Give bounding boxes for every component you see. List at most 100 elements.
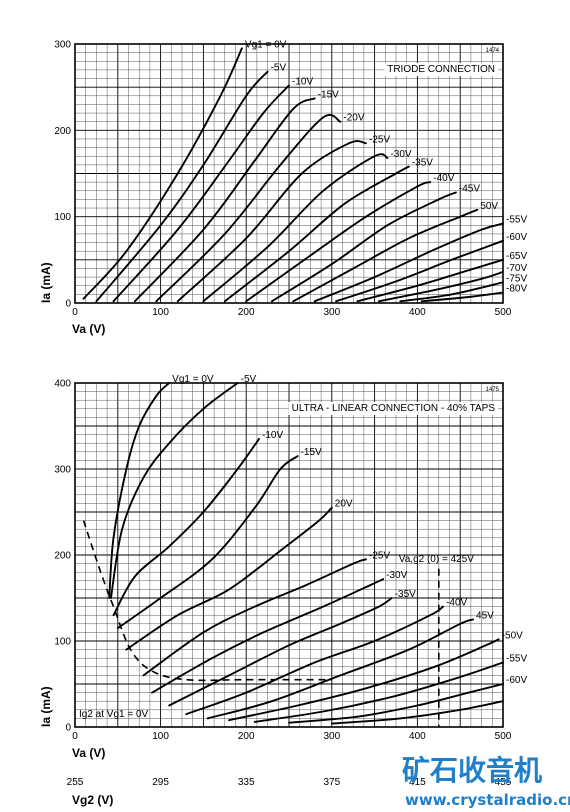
y-tick-label: 300 [54,40,71,51]
series-label: -35V [395,589,416,600]
series-curve [206,618,474,720]
watermark-title: 矿石收音机 [402,754,542,787]
x-tick-label: 400 [409,731,426,742]
x-tick-label: 100 [152,731,169,742]
x-axis-label: Va (V) [72,746,105,760]
series-label: Vg1 = 0V [245,39,287,50]
series-curve [82,47,243,300]
series-curve [313,222,504,303]
y-tick-label: 400 [54,379,71,390]
series-label: -30V [386,570,407,581]
series-curve [108,382,171,599]
x-tick-label: 400 [409,307,426,318]
chart-title: ULTRA - LINEAR CONNECTION - 40% TAPS [292,403,496,414]
title-background [288,402,499,415]
series-label: -5V [241,374,257,385]
series-label: -65V [506,251,527,262]
series-curve [330,700,504,725]
series-curve [228,638,500,722]
series-curve [399,281,504,303]
series-label: -60V [506,675,527,686]
y-tick-label: 100 [54,212,71,223]
series-curve [288,683,504,724]
series-curve [270,191,457,303]
x2-tick-label: 335 [238,777,255,788]
x-tick-label: 500 [495,307,512,318]
y-axis-label: Ia (mA) [39,262,53,303]
x-tick-label: 300 [323,731,340,742]
series-curve [110,382,239,599]
series-label: 50V [480,201,498,212]
triode-chart: 0 100 200 300 0 100 200 300 400 500 Ia (mA) Va (V) T… [39,39,527,336]
va-zero-label: Va,g2 (0) = 425V [399,554,474,565]
series-label: -30V [390,149,411,160]
series-curve [133,97,316,303]
ig2-annotation: Ig2 at Vg1 = 0V [79,709,149,720]
series-curve [142,558,367,677]
series-curve [356,258,504,303]
plot-frame [74,43,504,304]
series-curve [125,506,333,651]
series-curve [176,140,367,303]
series-label: -60V [506,232,527,243]
title-background [384,63,498,76]
x2-tick-label: 455 [495,777,512,788]
series-curve [185,605,445,716]
series-label: -25V [369,550,390,561]
series-label: -70V [506,263,527,274]
series-curve [116,455,299,630]
x-tick-label: 0 [72,731,78,742]
series-curve [202,153,389,303]
series-curve [253,661,504,723]
series-curve [335,239,504,303]
x-tick-label: 100 [152,307,169,318]
y-tick-label: 300 [54,465,71,476]
x-tick-label: 200 [238,307,255,318]
figure-ref: 1475 [486,387,500,393]
y-tick-label: 100 [54,637,71,648]
plot-frame [74,382,504,728]
series-curve [245,181,432,303]
series-label: -25V [369,134,390,145]
y-tick-label: 200 [54,551,71,562]
y-tick-label: 0 [65,299,71,310]
series-label: -20V [343,113,364,124]
x-tick-label: 300 [323,307,340,318]
series-label: Vg1 = 0V [172,374,214,385]
series-label: -35V [412,158,433,169]
chart-title: TRIODE CONNECTION [387,64,495,75]
x-axis-label: Va (V) [72,322,105,336]
watermark-url: www.crystalradio.cn [405,791,570,809]
x2-axis-label: Vg2 (V) [72,793,113,807]
series-label: -80V [506,284,527,295]
series-curve [95,70,269,303]
x-tick-label: 0 [72,307,78,318]
y-tick-label: 200 [54,126,71,137]
x2-tick-label: 415 [409,777,426,788]
series-label: -50V [502,630,523,641]
series-label: -5V [271,63,287,74]
figure-ref: 1474 [486,48,500,54]
series-label: -40V [433,173,454,184]
x2-tick-label: 375 [323,777,340,788]
series-curve [292,208,479,303]
series-label: -10V [262,430,283,441]
ultralinear-chart: 0 100 200 300 400 0 100 200 300 400 500 255 295 335 37… [39,374,527,807]
series-label: -75V [506,273,527,284]
series-curve [112,84,290,303]
series-label: -55V [506,215,527,226]
series-label: -15V [318,89,339,100]
grid [74,382,504,728]
series-label: -10V [292,76,313,87]
series-label: -15V [301,447,322,458]
watermark: 矿石收音机 www.crystalradio.cn [402,754,570,809]
series-curve [112,437,260,617]
x2-tick-label: 295 [152,777,169,788]
series-curve [223,165,410,303]
series-label: 45V [476,611,494,622]
series-curve [151,578,385,694]
series-curve [377,270,504,303]
series-label: -45V [459,183,480,194]
series-label: -55V [506,654,527,665]
